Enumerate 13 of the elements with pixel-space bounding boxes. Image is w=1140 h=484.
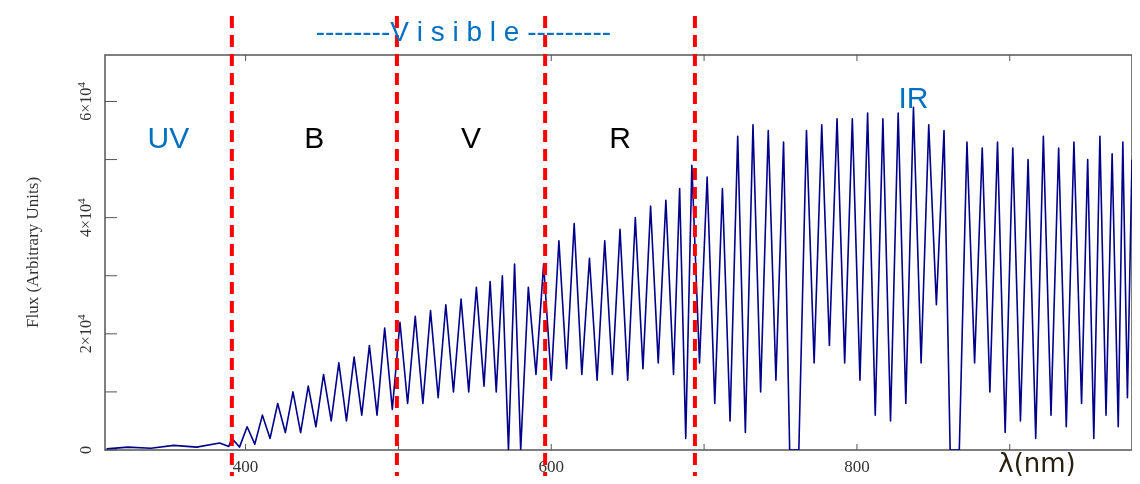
y-axis-title: Flux (Arbitrary Units) — [23, 176, 42, 329]
annotation: B — [304, 120, 325, 154]
x-tick-label: 800 — [844, 457, 870, 476]
line-series — [105, 106, 1132, 450]
annotation: R — [609, 120, 631, 154]
y-tick-label: 0 — [77, 446, 94, 454]
annotation: UV — [147, 120, 190, 154]
x-axis-title: λ(nm) — [998, 448, 1076, 478]
annotation: V — [461, 120, 482, 154]
x-tick-label: 400 — [232, 457, 259, 476]
text: --------V i s i b l e --------- — [315, 16, 612, 47]
x-tick-label: 600 — [538, 457, 565, 476]
annotation: IR — [898, 80, 929, 114]
